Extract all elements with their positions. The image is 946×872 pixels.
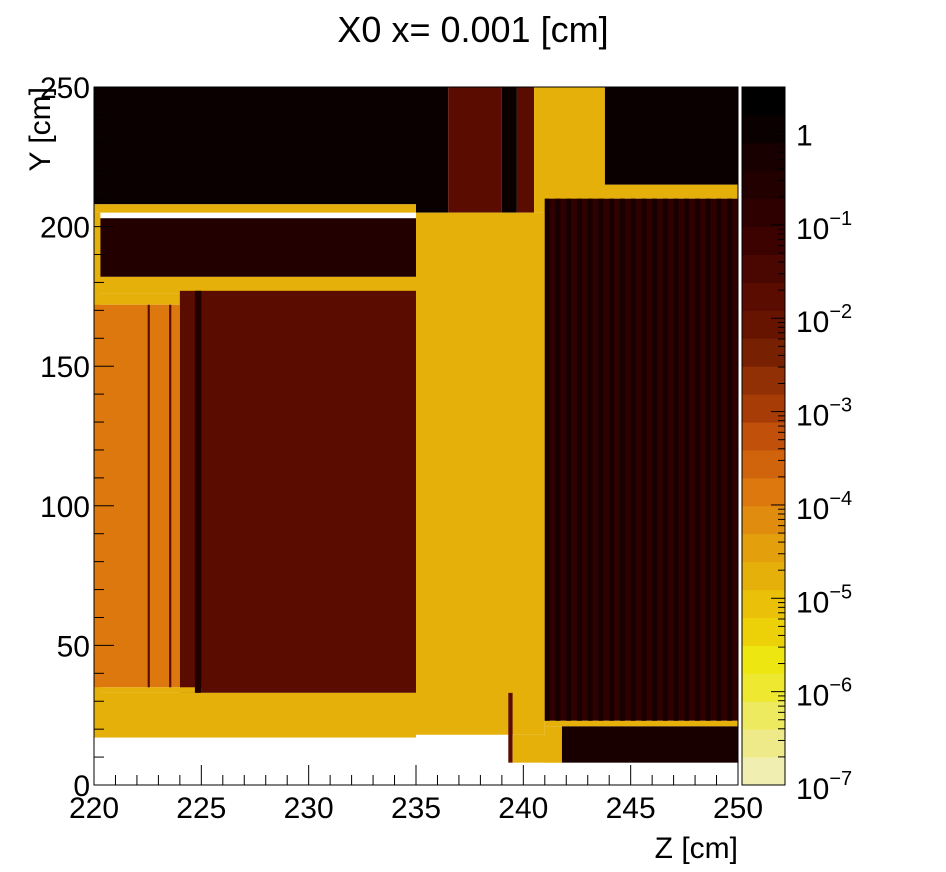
heatmap-stripe [695, 198, 700, 721]
x-tick-label: 220 [69, 792, 119, 825]
color-scale-band [742, 254, 785, 283]
color-scale-tick-label: 10−7 [796, 768, 852, 806]
heatmap-cell [179, 290, 416, 693]
color-scale-band [742, 226, 785, 256]
color-scale-band [742, 310, 785, 339]
color-scale-band [742, 505, 785, 535]
heatmap-cell [94, 87, 416, 205]
y-tick-label: 200 [40, 212, 90, 245]
color-scale-band [742, 449, 785, 479]
y-tick-label: 150 [40, 351, 90, 384]
color-scale-band [742, 198, 785, 228]
x-tick-label: 240 [498, 792, 548, 825]
heatmap-cell [544, 726, 562, 763]
color-scale-band [742, 701, 785, 730]
heatmap-stripe [619, 198, 625, 721]
x-tick-label: 225 [176, 792, 226, 825]
color-scale-tick-label: 10−4 [796, 488, 852, 526]
y-axis-label: Y [cm] [24, 87, 57, 171]
heatmap-cell [94, 218, 416, 277]
color-scale-band [742, 422, 785, 451]
heatmap-cell [508, 692, 513, 763]
heatmap-stripe [630, 198, 636, 721]
color-scale-band [742, 477, 785, 507]
color-scale-band [742, 114, 785, 144]
color-scale-band [742, 366, 785, 395]
x-tick-label: 230 [284, 792, 334, 825]
heatmap-cell [561, 726, 738, 763]
heatmap-stripe [194, 290, 202, 693]
chart-title: X0 x= 0.001 [cm] [337, 9, 608, 50]
color-scale-bar [741, 86, 786, 786]
heatmap-stripe [544, 198, 550, 721]
heatmap-cell [416, 87, 449, 213]
color-scale-tick-label: 10−6 [796, 675, 852, 713]
heatmap-stripe [684, 198, 690, 721]
x-tick-label: 245 [606, 792, 656, 825]
color-scale-band [742, 673, 785, 702]
color-scale-band [742, 394, 785, 423]
heatmap-stripe [577, 198, 582, 721]
heatmap-stripe [727, 198, 733, 721]
heatmap-cell [544, 720, 738, 727]
color-scale-band [742, 617, 785, 646]
heatmap-stripe [587, 198, 593, 721]
heatmap-cell [94, 692, 416, 738]
heatmap-cells [94, 87, 738, 763]
heatmap-stripe [147, 304, 150, 688]
color-scale-band [742, 170, 785, 200]
heatmap-cell [94, 304, 180, 688]
heatmap-stripe [641, 198, 647, 721]
heatmap-stripe [555, 198, 561, 721]
heatmap-cell [544, 184, 738, 199]
color-scale-band [742, 282, 785, 311]
heatmap-cell [94, 293, 202, 305]
color-scale-band [742, 589, 785, 618]
color-scale-axis: 1 10−1 10−2 10−3 10−4 10−5 10−6 10−7 [771, 86, 852, 806]
color-scale-band [742, 645, 785, 674]
color-scale-band [742, 142, 785, 172]
heatmap-stripe [662, 198, 668, 721]
heatmap-cell [94, 204, 416, 213]
heatmap-cell [416, 212, 545, 735]
color-scale-band [742, 533, 785, 563]
heatmap-stripe [169, 304, 172, 688]
heatmap-stripe [609, 198, 615, 721]
y-tick-label: 50 [57, 630, 90, 663]
color-scale-tick-label: 10−5 [796, 581, 852, 619]
heatmap-stripe [652, 198, 657, 721]
heatmap-stripe [598, 198, 604, 721]
heatmap-stripe [566, 198, 572, 721]
x-axis-label: Z [cm] [655, 832, 738, 865]
x-axis: 220 225 230 235 240 245 250 [69, 765, 763, 825]
heatmap-cell [501, 87, 517, 213]
color-scale-band [742, 757, 785, 786]
x-tick-label: 235 [391, 792, 441, 825]
heatmap-cell [448, 87, 502, 213]
y-tick-label: 100 [40, 491, 90, 524]
color-scale-band [742, 338, 785, 367]
color-scale-tick-label: 1 [796, 120, 813, 153]
color-scale-band [742, 87, 785, 116]
color-scale-frame [741, 86, 786, 786]
heatmap-stripe [673, 198, 679, 721]
y-tick-label: 0 [73, 770, 90, 803]
color-scale-tick-label: 10−2 [796, 301, 852, 339]
heatmap-cell [94, 687, 202, 693]
y-axis: 0 50 100 150 200 250 [40, 72, 114, 803]
y-tick-label: 250 [40, 72, 90, 105]
heatmap-cell [604, 87, 738, 185]
color-scale-band [742, 729, 785, 758]
color-scale-band [742, 561, 785, 591]
color-scale-tick-label: 10−3 [796, 395, 852, 433]
heatmap-stripe [716, 198, 722, 721]
heatmap-cell [516, 87, 535, 213]
x-tick-label: 250 [713, 792, 763, 825]
heatmap-stripe [705, 198, 711, 721]
heatmap-cell [94, 276, 416, 294]
color-scale-tick-label: 10−1 [796, 208, 852, 246]
